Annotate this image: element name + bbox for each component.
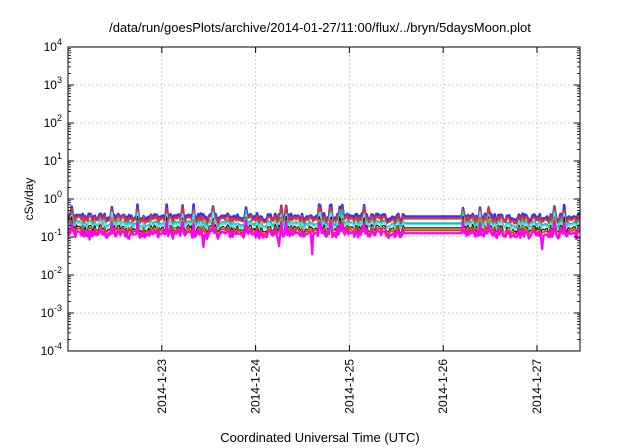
series-line — [67, 215, 581, 235]
series-line — [67, 219, 581, 238]
series-line — [67, 211, 581, 232]
x-tick-label: 2014-1-26 — [436, 359, 450, 414]
y-tick-label: 101 — [44, 151, 62, 168]
series-line — [67, 205, 581, 226]
y-tick-label: 10-3 — [41, 303, 62, 320]
y-tick-label: 10-1 — [41, 227, 62, 244]
y-tick-label: 10-2 — [41, 265, 62, 282]
x-axis-label: Coordinated Universal Time (UTC) — [220, 430, 420, 445]
series-line — [67, 217, 581, 236]
y-tick-label: 102 — [44, 113, 62, 130]
y-tick-label: 10-4 — [41, 341, 62, 358]
x-tick-label: 2014-1-23 — [155, 359, 169, 414]
axis-layer: 10-4 10-3 10-2 10-1 100 101 102 103 104 2014-1-23… — [41, 37, 580, 414]
series-layer — [66, 203, 582, 256]
y-tick-label: 103 — [44, 75, 62, 92]
y-axis-label: cSv/day — [22, 178, 36, 221]
chart-title: /data/run/goesPlots/archive/2014-01-27/1… — [109, 20, 531, 35]
series-line — [66, 203, 582, 224]
series-line — [67, 209, 581, 231]
x-tick-label: 2014-1-25 — [342, 359, 356, 414]
x-tick-label: 2014-1-24 — [249, 359, 263, 414]
x-tick-label: 2014-1-27 — [530, 359, 544, 414]
series-line — [66, 220, 581, 256]
y-tick-label: 100 — [44, 189, 62, 206]
grid-layer — [68, 47, 580, 351]
y-tick-label: 104 — [44, 37, 62, 54]
